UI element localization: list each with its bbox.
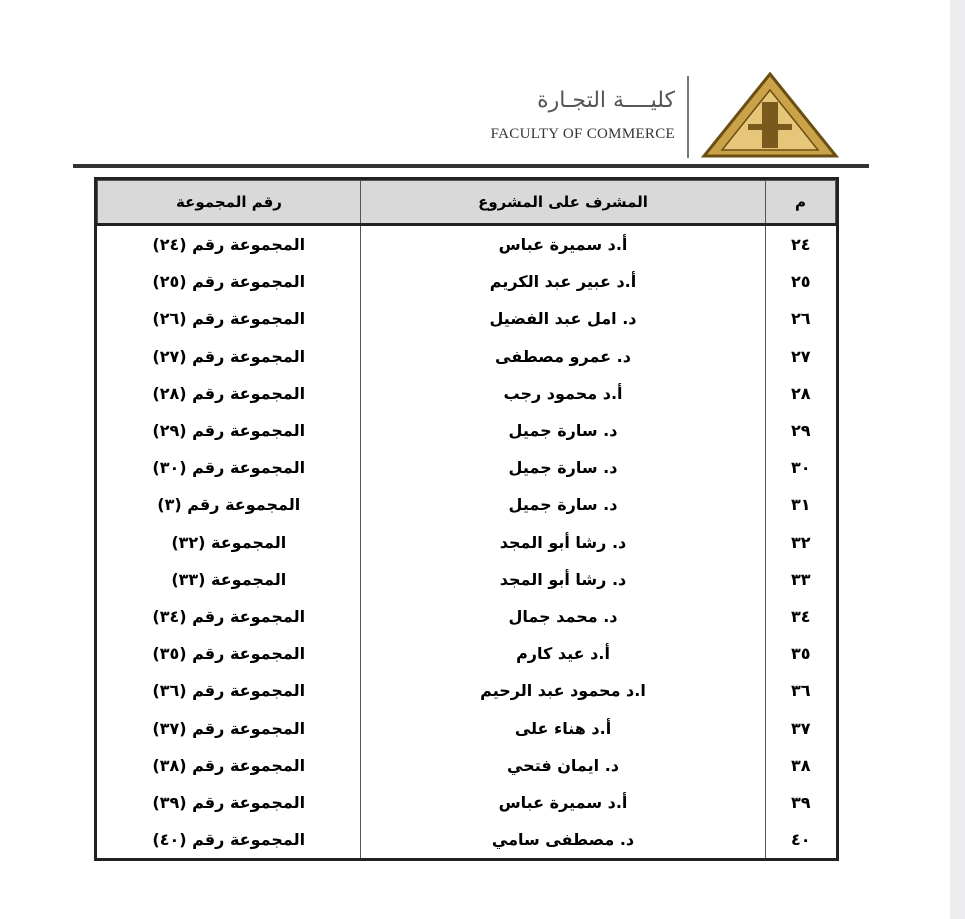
row-number: ٣٣ xyxy=(765,560,836,598)
table-body: ٢٤ أ.د سميرة عباس المجموعة رقم (٢٤) ٢٥ أ.د ع… xyxy=(98,224,836,859)
group-number: المجموعة رقم (٤٠) xyxy=(152,830,306,850)
group-number: المجموعة رقم (٣٦) xyxy=(152,681,306,701)
faculty-title-ar: كليــــة التجـارة xyxy=(537,88,675,113)
group-number: المجموعة رقم (٢٦) xyxy=(152,309,306,329)
column-header: رقم المجموعة xyxy=(97,180,361,226)
table-row: ٣٧ أ.د هناء على المجموعة رقم (٣٧) xyxy=(98,709,836,747)
row-number: ٣٢ xyxy=(765,523,836,561)
supervisor: أ.د هناء على xyxy=(360,709,766,747)
supervisor: أ.د سميرة عباس xyxy=(360,224,766,264)
header-rule xyxy=(73,164,869,168)
row-number: ٣٧ xyxy=(765,709,836,747)
group-number: المجموعة (٣٢) xyxy=(171,532,287,552)
row-number: ٤٠ xyxy=(765,821,836,859)
group-number: المجموعة رقم (٢٧) xyxy=(152,346,306,366)
table-row: ٣١ د. سارة جميل المجموعة رقم (٣) xyxy=(98,486,836,524)
group-number: المجموعة (٣٣) xyxy=(171,569,287,589)
table-row: ٣٦ ا.د محمود عبد الرحيم المجموعة رقم (٣٦) xyxy=(98,672,836,710)
supervisor: د. مصطفى سامي xyxy=(360,821,766,859)
faculty-title-en: FACULTY OF COMMERCE xyxy=(490,126,675,142)
supervisor: أ.د محمود رجب xyxy=(360,374,766,412)
supervisor: د. رشا أبو المجد xyxy=(360,560,766,598)
table-row: ٤٠ د. مصطفى سامي المجموعة رقم (٤٠) xyxy=(98,821,836,859)
table-row: ٢٨ أ.د محمود رجب المجموعة رقم (٢٨) xyxy=(98,374,836,412)
table-row: ٣٩ أ.د سميرة عباس المجموعة رقم (٣٩) xyxy=(98,783,836,821)
group-number: المجموعة رقم (٣٧) xyxy=(152,718,306,738)
table-row: ٣٤ د. محمد جمال المجموعة رقم (٣٤) xyxy=(98,597,836,636)
table-row: ٢٤ أ.د سميرة عباس المجموعة رقم (٢٤) xyxy=(98,224,836,264)
supervisor: أ.د عيد كارم xyxy=(360,635,766,673)
column-header: المشرف على المشروع xyxy=(360,180,766,226)
table-row: ٢٥ أ.د عبير عبد الكريم المجموعة رقم (٢٥) xyxy=(98,263,836,301)
group-number: المجموعة رقم (٣) xyxy=(157,495,301,515)
table-row: ٣٣ د. رشا أبو المجد المجموعة (٣٣) xyxy=(98,560,836,598)
table-frame: م المشرف على المشروع رقم المجموعة ٢٤ أ.د سم… xyxy=(94,177,839,862)
edge-strip xyxy=(950,0,965,919)
group-number: المجموعة رقم (٣٥) xyxy=(152,644,306,664)
supervisor: د. عمرو مصطفى xyxy=(360,337,766,375)
logo xyxy=(700,72,840,158)
group-number: المجموعة رقم (٢٨) xyxy=(152,383,306,403)
table-row: ٣٠ د. سارة جميل المجموعة رقم (٣٠) xyxy=(98,449,836,487)
row-number: ٣٨ xyxy=(765,746,836,784)
row-number: ٢٤ xyxy=(765,224,836,264)
supervisor: أ.د عبير عبد الكريم xyxy=(360,263,766,301)
header-row: م المشرف على المشروع رقم المجموعة xyxy=(97,180,836,226)
row-number: ٢٧ xyxy=(765,337,836,375)
group-number: المجموعة رقم (٢٥) xyxy=(152,272,306,292)
supervisor: د. ايمان فتحي xyxy=(360,746,766,784)
supervisor: ا.د محمود عبد الرحيم xyxy=(360,672,766,710)
row-number: ٣٥ xyxy=(765,635,836,673)
table-row: ٢٧ د. عمرو مصطفى المجموعة رقم (٢٧) xyxy=(98,337,836,375)
row-number: ٣٦ xyxy=(765,672,836,710)
supervisor: د. امل عبد الفضيل xyxy=(360,300,766,338)
row-number: ٢٩ xyxy=(765,411,836,450)
separator xyxy=(687,76,689,158)
table-row: ٣٨ د. ايمان فتحي المجموعة رقم (٣٨) xyxy=(98,746,836,784)
group-number: المجموعة رقم (٣٤) xyxy=(152,606,306,626)
group-number: المجموعة رقم (٢٩) xyxy=(152,421,306,441)
supervisor: د. رشا أبو المجد xyxy=(360,523,766,561)
column-header: م xyxy=(765,180,836,226)
supervisor: د. سارة جميل xyxy=(360,486,766,524)
row-number: ٢٨ xyxy=(765,374,836,412)
row-number: ٣٠ xyxy=(765,449,836,487)
group-number: المجموعة رقم (٣٩) xyxy=(152,792,306,812)
row-number: ٣١ xyxy=(765,486,836,524)
supervisor: د. سارة جميل xyxy=(360,449,766,487)
table-row: ٢٩ د. سارة جميل المجموعة رقم (٢٩) xyxy=(98,411,836,450)
row-number: ٢٦ xyxy=(765,300,836,338)
group-number: المجموعة رقم (٢٤) xyxy=(152,235,306,255)
supervisor: أ.د سميرة عباس xyxy=(360,783,766,821)
row-number: ٣٩ xyxy=(765,783,836,821)
group-number: المجموعة رقم (٣٠) xyxy=(152,458,306,478)
supervisor: د. محمد جمال xyxy=(360,597,766,636)
supervisor: د. سارة جميل xyxy=(360,411,766,450)
table-row: ٣٥ أ.د عيد كارم المجموعة رقم (٣٥) xyxy=(98,635,836,673)
row-number: ٣٤ xyxy=(765,597,836,636)
table-row: ٢٦ د. امل عبد الفضيل المجموعة رقم (٢٦) xyxy=(98,300,836,338)
table: م المشرف على المشروع رقم المجموعة ٢٤ أ.د سم… xyxy=(97,180,836,859)
group-number: المجموعة رقم (٣٨) xyxy=(152,755,306,775)
table-row: ٣٢ د. رشا أبو المجد المجموعة (٣٢) xyxy=(98,523,836,561)
row-number: ٢٥ xyxy=(765,263,836,301)
